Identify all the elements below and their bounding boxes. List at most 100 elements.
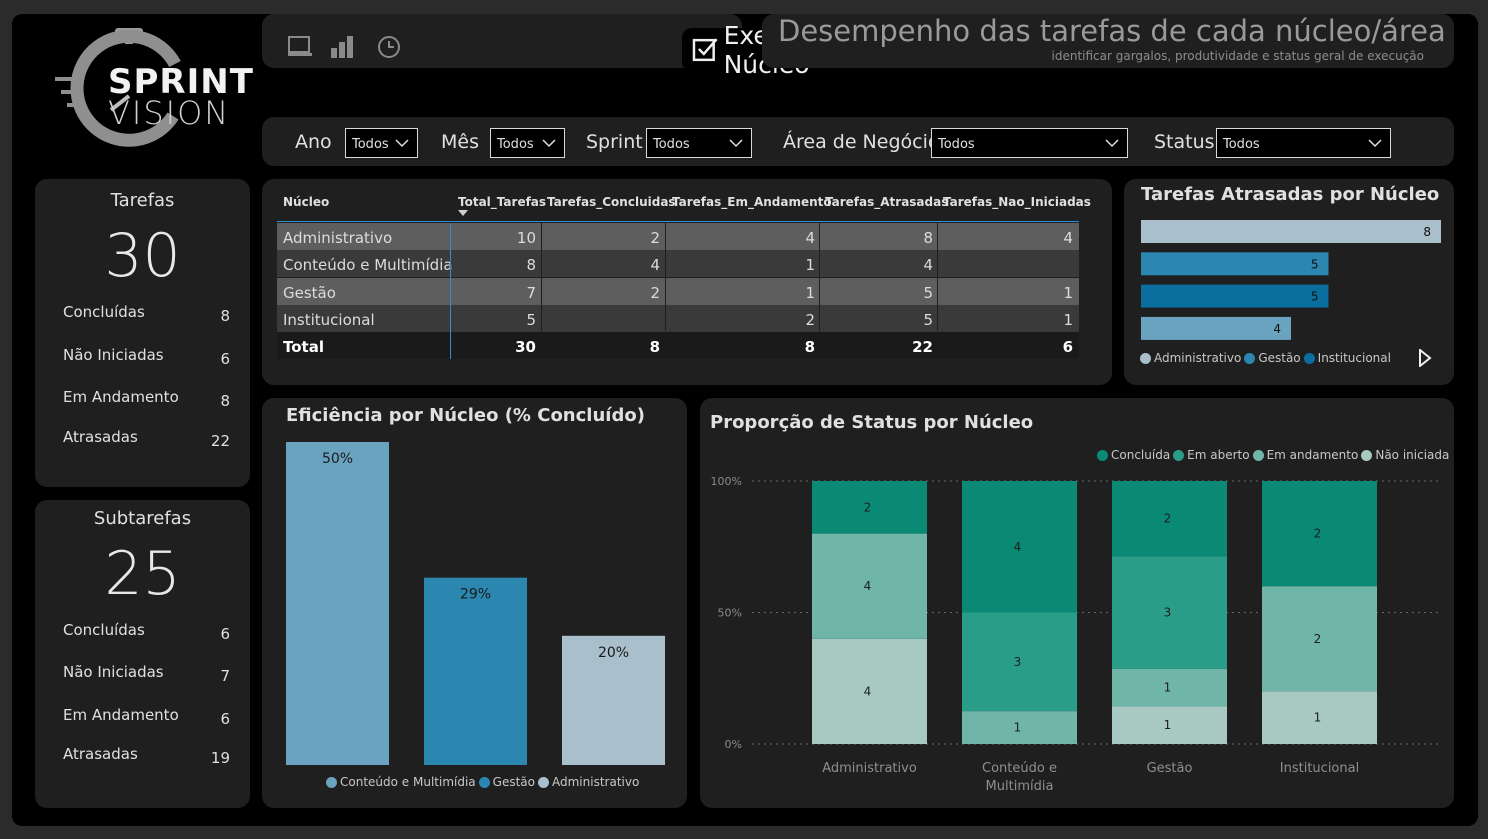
filter-bar: Ano Todos Mês Todos Sprint Todos Área de… bbox=[262, 117, 1454, 166]
filter-value-sprint: Todos bbox=[653, 137, 690, 152]
bar-chart-icon[interactable] bbox=[329, 34, 355, 60]
late-bar-label: 5 bbox=[1311, 290, 1319, 304]
chart-legend: Administrativo Gestão Institucional bbox=[1140, 351, 1391, 365]
column-divider bbox=[665, 223, 666, 331]
table-row[interactable]: Gestão 7 2 1 5 1 bbox=[277, 278, 1079, 305]
late-bar bbox=[1141, 316, 1291, 340]
chevron-down-icon bbox=[1368, 139, 1382, 148]
cell-concluidas: 8 bbox=[649, 338, 660, 356]
column-divider bbox=[937, 223, 938, 331]
legend-label: Institucional bbox=[1317, 351, 1391, 365]
filter-label-area: Área de Negócio bbox=[783, 131, 940, 153]
column-divider bbox=[541, 223, 542, 331]
x-tick-label: Multimídia bbox=[986, 779, 1054, 794]
cell-nao-iniciadas: 1 bbox=[1063, 284, 1073, 302]
legend-dot bbox=[478, 776, 490, 788]
efficiency-chart: Eficiência por Núcleo (% Concluído) 50% 2… bbox=[262, 398, 687, 808]
chart-title: Proporção de Status por Núcleo bbox=[710, 412, 1034, 433]
column-divider bbox=[450, 223, 451, 359]
cell-concluidas: 2 bbox=[650, 284, 660, 302]
cell-atrasadas: 8 bbox=[923, 229, 933, 247]
kpi-value-atrasadas: 22 bbox=[210, 432, 230, 450]
column-header-nucleo[interactable]: Núcleo bbox=[283, 195, 330, 209]
kpi-value-nao-iniciadas: 7 bbox=[220, 667, 230, 685]
kpi-value-concluidas: 8 bbox=[220, 307, 230, 325]
x-tick-label: Administrativo bbox=[822, 761, 917, 776]
chart-title: Tarefas Atrasadas por Núcleo bbox=[1141, 184, 1440, 205]
legend-label: Conteúdo e Multimídia bbox=[340, 775, 476, 789]
clock-icon[interactable] bbox=[376, 34, 402, 60]
status-segment-label: 3 bbox=[1164, 606, 1172, 620]
filter-select-ano[interactable]: Todos bbox=[345, 128, 418, 158]
cell-em-andamento: 1 bbox=[805, 284, 815, 302]
kpi-value-atrasadas: 19 bbox=[210, 749, 230, 767]
filter-select-sprint[interactable]: Todos bbox=[646, 128, 752, 158]
kpi-label-concluidas: Concluídas bbox=[63, 303, 145, 321]
kpi-value-em-andamento: 6 bbox=[220, 710, 230, 728]
efficiency-bar-label: 20% bbox=[598, 645, 629, 661]
table-row[interactable]: Institucional 5 2 5 1 bbox=[277, 305, 1079, 332]
header-divider bbox=[277, 221, 1079, 222]
cell-total-label: Total bbox=[283, 338, 324, 356]
x-tick-label: Conteúdo e bbox=[982, 761, 1057, 776]
kpi-title: Tarefas bbox=[110, 190, 175, 211]
status-bar-segment bbox=[962, 481, 1077, 613]
checkbox-edit-icon bbox=[692, 38, 718, 62]
efficiency-bar-label: 50% bbox=[322, 451, 353, 467]
kpi-title: Subtarefas bbox=[93, 508, 192, 529]
cell-nucleo: Gestão bbox=[283, 284, 336, 302]
status-bar-segment bbox=[1112, 668, 1227, 707]
column-header-concluidas[interactable]: Tarefas_Concluidas bbox=[547, 195, 676, 209]
status-bar-segment bbox=[1262, 481, 1377, 587]
chart-legend: Concluída Em aberto Em andamento Não ini… bbox=[1097, 448, 1449, 462]
page-subtitle: identificar gargalos, produtividade e st… bbox=[1051, 49, 1425, 63]
filter-select-area[interactable]: Todos bbox=[931, 128, 1128, 158]
late-bar-label: 5 bbox=[1311, 257, 1319, 271]
legend-dot bbox=[1361, 449, 1373, 461]
cell-nucleo: Institucional bbox=[283, 311, 375, 329]
filter-select-mes[interactable]: Todos bbox=[490, 128, 565, 158]
status-segment-label: 4 bbox=[864, 684, 872, 698]
legend-next-arrow-icon[interactable] bbox=[1418, 349, 1432, 367]
kpi-label-em-andamento: Em Andamento bbox=[63, 706, 179, 724]
stopwatch-icon bbox=[55, 28, 181, 147]
cell-concluidas: 4 bbox=[650, 256, 660, 274]
column-header-total[interactable]: Total_Tarefas bbox=[458, 195, 547, 209]
chart-legend: Conteúdo e Multimídia Gestão Administrat… bbox=[326, 775, 639, 789]
sort-descending-icon bbox=[458, 210, 468, 216]
table-row[interactable]: Administrativo 10 2 4 8 4 bbox=[277, 223, 1079, 250]
late-bar bbox=[1141, 284, 1329, 308]
filter-select-status[interactable]: Todos bbox=[1216, 128, 1391, 158]
logo-line1: SPRINT bbox=[108, 62, 254, 102]
filter-label-sprint: Sprint bbox=[586, 131, 643, 153]
cell-concluidas: 2 bbox=[650, 229, 660, 247]
cell-nucleo: Conteúdo e Multimídia bbox=[283, 256, 453, 274]
status-bar-segment bbox=[812, 481, 927, 534]
kpi-total: 25 bbox=[104, 539, 181, 609]
filter-value-status: Todos bbox=[1223, 137, 1260, 152]
status-proportion-chart: Proporção de Status por Núcleo Concluída… bbox=[700, 398, 1454, 808]
kpi-value-nao-iniciadas: 6 bbox=[220, 350, 230, 368]
cell-total: 30 bbox=[515, 338, 536, 356]
status-bar-segment bbox=[812, 533, 927, 639]
table-row[interactable]: Conteúdo e Multimídia 8 4 1 4 bbox=[277, 250, 1079, 277]
cell-atrasadas: 4 bbox=[923, 256, 933, 274]
legend-dot bbox=[1140, 352, 1151, 364]
status-bar-segment bbox=[1112, 481, 1227, 557]
laptop-icon[interactable] bbox=[287, 34, 313, 60]
column-header-nao-iniciadas[interactable]: Tarefas_Nao_Iniciadas bbox=[943, 195, 1091, 209]
cell-atrasadas: 5 bbox=[923, 311, 933, 329]
late-bar-label: 4 bbox=[1273, 322, 1281, 336]
cell-em-andamento: 1 bbox=[805, 256, 815, 274]
kpi-value-em-andamento: 8 bbox=[220, 392, 230, 410]
filter-value-mes: Todos bbox=[497, 137, 534, 152]
status-bar-segment bbox=[1262, 586, 1377, 692]
legend-dot bbox=[1173, 449, 1185, 461]
column-header-em-andamento[interactable]: Tarefas_Em_Andamento bbox=[672, 195, 832, 209]
status-bar-segment bbox=[962, 711, 1077, 744]
column-header-atrasadas[interactable]: Tarefas_Atrasadas bbox=[825, 195, 949, 209]
y-tick-label: 50% bbox=[718, 607, 742, 620]
kpi-label-atrasadas: Atrasadas bbox=[63, 428, 138, 446]
legend-dot bbox=[326, 776, 337, 788]
cell-em-andamento: 8 bbox=[804, 338, 815, 356]
